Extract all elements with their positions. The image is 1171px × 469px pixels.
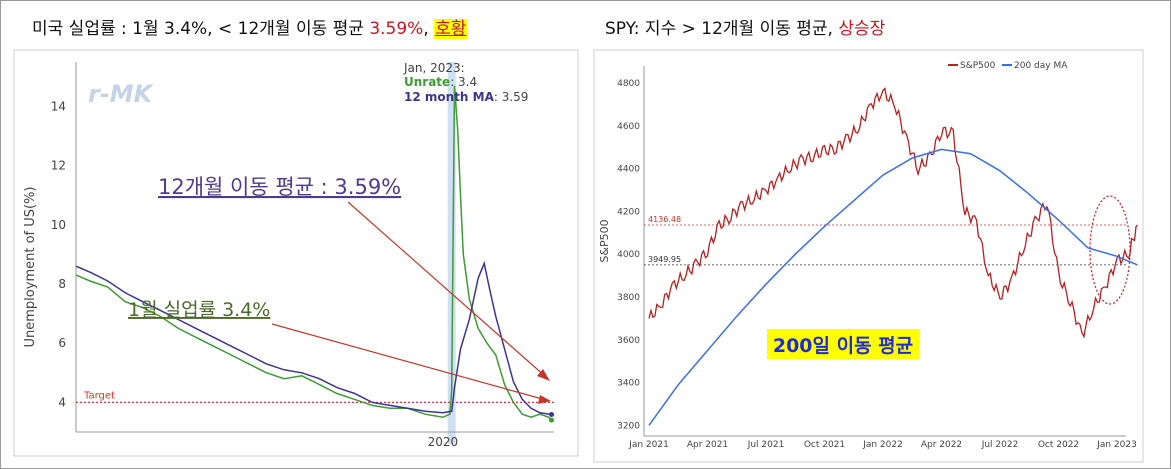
watermark: r-MK [88, 80, 155, 108]
ma-line-end-point [549, 412, 555, 418]
highlight-band [447, 62, 456, 444]
y-tick-label: 4200 [617, 207, 640, 217]
left-title-main: 미국 실업률 : 1월 3.4%, < 12개월 이동 평균 [32, 19, 370, 39]
highlight-ellipse [1089, 195, 1131, 305]
legend-sp500-label: S&P500 [960, 61, 996, 71]
x-tick-label: Oct 2022 [1038, 440, 1079, 450]
tooltip-ma: 12 month MA: 3.59 [404, 90, 528, 104]
ref-label: 4136.48 [648, 215, 681, 224]
y-axis-label: S&P500 [598, 219, 611, 262]
left-title-sep: , [423, 19, 435, 39]
ma-label-highlight [767, 329, 919, 359]
unrate-arrow [271, 323, 547, 401]
unrate-arrowhead [538, 395, 551, 404]
y-tick-label: 8 [58, 277, 66, 291]
ma-arrow [347, 201, 547, 378]
ma-annotation: 12개월 이동 평균 : 3.59% [158, 175, 401, 199]
y-tick-label: 12 [51, 159, 66, 173]
tooltip-ma-value: : 3.59 [494, 90, 529, 104]
right-title: SPY: 지수 > 12개월 이동 평균, 상승장 [605, 14, 885, 39]
right-title-main: SPY: 지수 > 12개월 이동 평균, [605, 19, 839, 39]
y-tick-label: 4 [58, 395, 66, 409]
x-tick-label: Jul 2021 [747, 440, 785, 450]
left-title: 미국 실업률 : 1월 3.4%, < 12개월 이동 평균 3.59%, 호황 [32, 14, 468, 39]
unemployment-chart-border [13, 49, 579, 457]
y-tick-label: 14 [51, 99, 66, 113]
y-tick-label: 6 [58, 336, 66, 350]
ma-arrowhead [537, 369, 550, 381]
x-tick-label: Apr 2021 [687, 440, 728, 450]
right-title-highlight: 상승장 [838, 19, 886, 39]
y-tick-label: 10 [51, 218, 66, 232]
y-axis-label: Unemployment of US(%) [23, 187, 38, 348]
tooltip-date: Jan, 2023: [403, 61, 465, 75]
left-title-highlight: 호황 [434, 19, 468, 39]
left-title-value: 3.59% [369, 19, 424, 39]
x-tick-label: Jan 2021 [628, 440, 669, 450]
tooltip-unrate: Unrate: 3.4 [404, 75, 477, 89]
sp500-chart: 3200 3400 3600 3800 4000 4200 4400 4600 4800 Jan … [593, 49, 1144, 463]
y-tick-label: 4000 [617, 250, 640, 260]
legend-ma-label: 200 day MA [1014, 61, 1068, 71]
tooltip-ma-label: 12 month MA [404, 90, 495, 104]
sp500-line [648, 87, 1138, 339]
y-tick-label: 4800 [617, 79, 640, 89]
y-tick-label: 3600 [617, 336, 640, 346]
x-tick-label: Jul 2022 [981, 440, 1019, 450]
y-tick-label: 4600 [617, 122, 640, 132]
sp500-chart-border [593, 49, 1144, 463]
unrate-line-end-point [549, 417, 555, 423]
target-label: Target [83, 390, 115, 401]
ma-line [75, 260, 552, 416]
y-tick-label: 3800 [617, 293, 640, 303]
x-tick-label: 2020 [428, 435, 459, 449]
y-tick-label: 3200 [617, 421, 640, 431]
tooltip-unrate-label: Unrate [404, 75, 450, 89]
ma200-line [648, 148, 1138, 426]
legend: S&P500 200 day MA [948, 61, 1068, 71]
ref-label: 3949.95 [648, 255, 681, 264]
y-tick-label: 3400 [617, 379, 640, 389]
tooltip: Jan, 2023: Unrate: 3.4 12 month MA: 3.59 [403, 61, 528, 104]
unrate-annotation: 1월 실업률 3.4% [128, 299, 270, 321]
x-tick-label: Oct 2021 [804, 440, 845, 450]
x-tick-label: Apr 2022 [921, 440, 962, 450]
ma-annotation-right: 200일 이동 평균 [773, 335, 913, 357]
y-tick-label: 4400 [617, 165, 640, 175]
tooltip-unrate-value: : 3.4 [450, 75, 477, 89]
x-tick-label: Jan 2023 [1096, 440, 1137, 450]
x-tick-label: Jan 2022 [862, 440, 903, 450]
